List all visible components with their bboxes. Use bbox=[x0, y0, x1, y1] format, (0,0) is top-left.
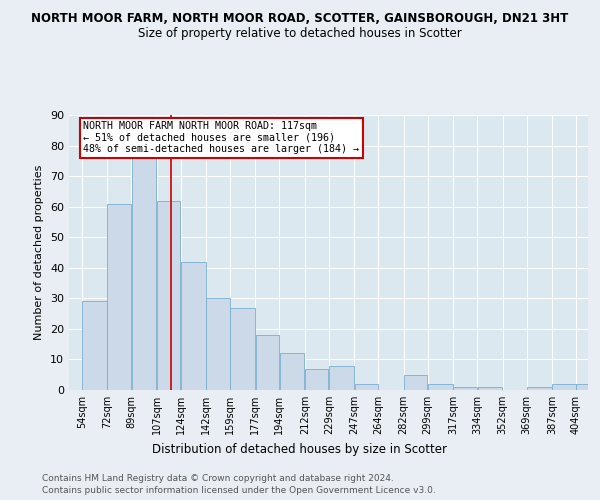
Bar bbox=[428, 384, 453, 390]
Bar bbox=[329, 366, 354, 390]
Bar bbox=[131, 158, 156, 390]
Text: NORTH MOOR FARM NORTH MOOR ROAD: 117sqm
← 51% of detached houses are smaller (19: NORTH MOOR FARM NORTH MOOR ROAD: 117sqm … bbox=[83, 121, 359, 154]
Bar bbox=[181, 262, 206, 390]
Bar bbox=[256, 335, 279, 390]
Bar bbox=[305, 368, 328, 390]
Bar bbox=[82, 302, 107, 390]
Text: Contains HM Land Registry data © Crown copyright and database right 2024.: Contains HM Land Registry data © Crown c… bbox=[42, 474, 394, 483]
Bar bbox=[107, 204, 131, 390]
Bar bbox=[280, 354, 304, 390]
Bar bbox=[355, 384, 378, 390]
Bar bbox=[454, 387, 477, 390]
Bar bbox=[404, 374, 427, 390]
Text: Distribution of detached houses by size in Scotter: Distribution of detached houses by size … bbox=[152, 442, 448, 456]
Y-axis label: Number of detached properties: Number of detached properties bbox=[34, 165, 44, 340]
Bar bbox=[206, 298, 230, 390]
Bar bbox=[553, 384, 575, 390]
Bar bbox=[478, 387, 502, 390]
Text: Contains public sector information licensed under the Open Government Licence v3: Contains public sector information licen… bbox=[42, 486, 436, 495]
Text: NORTH MOOR FARM, NORTH MOOR ROAD, SCOTTER, GAINSBOROUGH, DN21 3HT: NORTH MOOR FARM, NORTH MOOR ROAD, SCOTTE… bbox=[31, 12, 569, 26]
Bar bbox=[230, 308, 255, 390]
Bar bbox=[157, 200, 180, 390]
Bar bbox=[527, 387, 551, 390]
Text: Size of property relative to detached houses in Scotter: Size of property relative to detached ho… bbox=[138, 28, 462, 40]
Bar bbox=[577, 384, 599, 390]
